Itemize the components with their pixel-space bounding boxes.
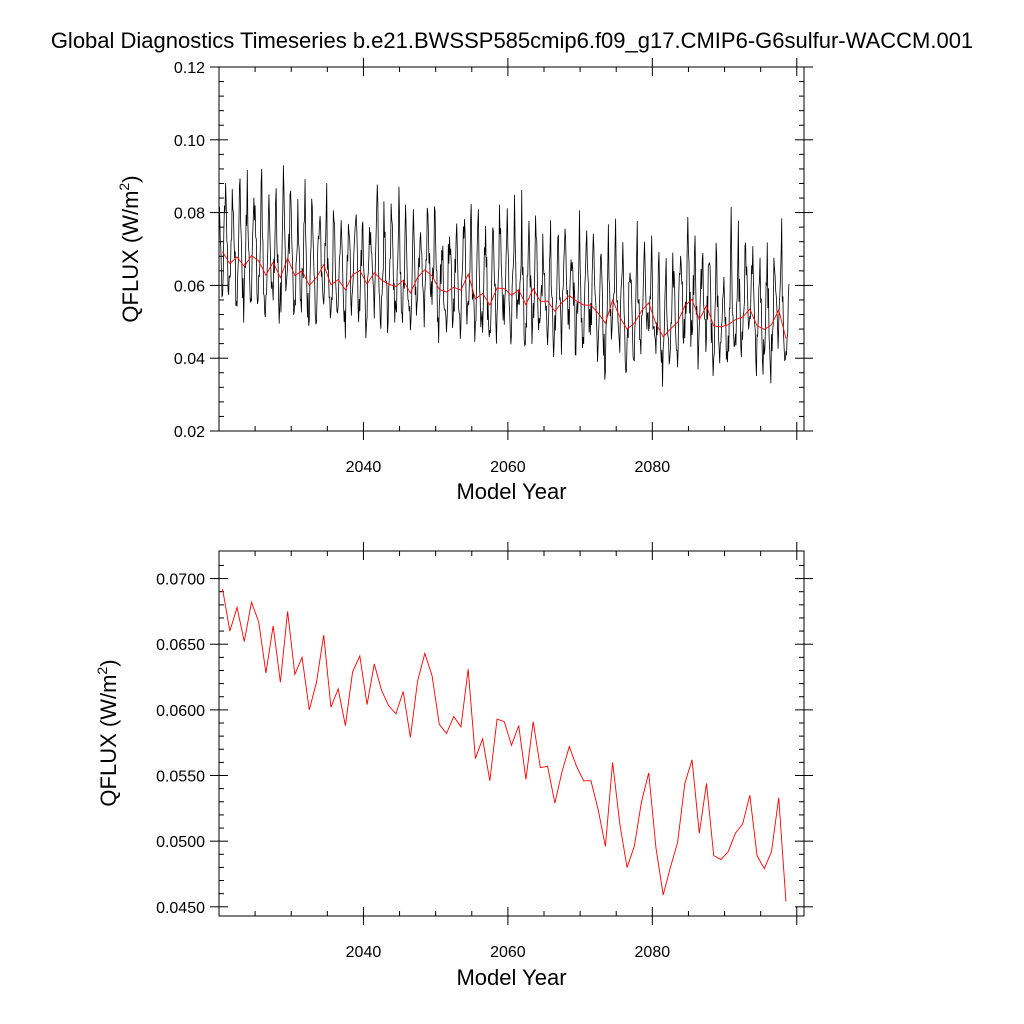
- y-tick-label: 0.06: [174, 278, 205, 295]
- y-tick-label: 0.0450: [156, 900, 205, 917]
- y-axis-label-text: QFLUX (W/m: [96, 675, 121, 807]
- x-tick-label: 2040: [346, 944, 382, 961]
- x-axis-label: Model Year: [456, 965, 566, 990]
- chart-title: Global Diagnostics Timeseries b.e21.BWSS…: [50, 28, 974, 53]
- x-tick-label: 2080: [635, 944, 671, 961]
- y-tick-label: 0.0650: [156, 637, 205, 654]
- y-tick-label: 0.0700: [156, 572, 205, 589]
- y-tick-label: 0.04: [174, 351, 205, 368]
- x-axis-label: Model Year: [456, 479, 566, 504]
- x-tick-label: 2040: [346, 459, 382, 476]
- y-tick-label: 0.02: [174, 424, 205, 441]
- y-axis-label: QFLUX (W/m2): [94, 659, 121, 806]
- y-tick-label: 0.0500: [156, 834, 205, 851]
- y-axis-label: QFLUX (W/m2): [116, 175, 143, 322]
- y-tick-label: 0.10: [174, 133, 205, 150]
- series-line-annual: [222, 251, 787, 339]
- y-tick-label: 0.0550: [156, 769, 205, 786]
- plot-frame: [218, 550, 805, 917]
- y-axis-label-close: ): [96, 659, 121, 666]
- y-tick-label: 0.08: [174, 206, 205, 223]
- y-axis-label-text: QFLUX (W/m: [118, 191, 143, 323]
- plot-frame: [218, 66, 805, 432]
- x-tick-label: 2060: [490, 944, 526, 961]
- y-axis-label-sup: 2: [116, 183, 132, 191]
- y-axis-label-close: ): [118, 175, 143, 182]
- x-tick-label: 2060: [490, 459, 526, 476]
- y-tick-label: 0.0600: [156, 703, 205, 720]
- y-tick-label: 0.12: [174, 60, 205, 77]
- y-axis-label-sup: 2: [94, 667, 110, 675]
- series-line-monthly: [219, 165, 790, 387]
- series-line-annual: [222, 589, 787, 902]
- x-tick-label: 2080: [635, 459, 671, 476]
